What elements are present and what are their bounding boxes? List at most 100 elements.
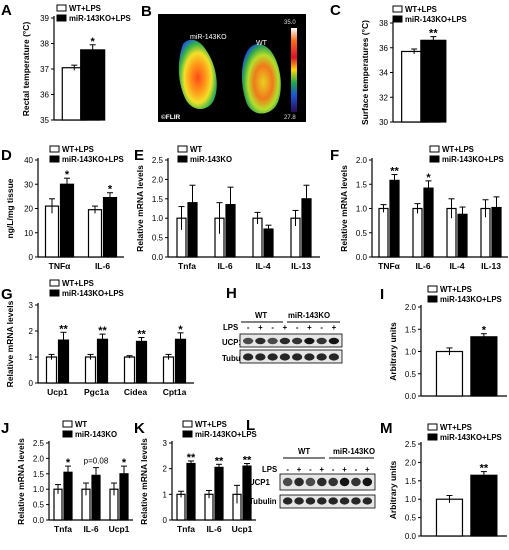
lps-sign: - [296, 323, 299, 332]
panel-label: C [330, 2, 341, 19]
panel-label-h: H [226, 285, 237, 302]
y-axis-label: Relative mRNA levels [135, 165, 145, 252]
y-tick-label: 0.5 [405, 370, 417, 379]
y-tick-label: 0 [163, 516, 168, 525]
y-axis-label: Arbitrary units [388, 460, 398, 519]
legend-swatch [392, 5, 403, 13]
panel-label: J [1, 420, 9, 437]
thermal-scale-min: 27.8 [284, 115, 296, 121]
y-tick-label: 1.0 [405, 348, 417, 357]
x-category-label: Ucp1 [232, 524, 253, 534]
bar [87, 209, 103, 258]
panel-label: G [1, 286, 13, 303]
y-tick-label: 0.5 [356, 229, 368, 238]
bar [119, 473, 129, 521]
blot-h-row-ucp1: UCP1 [222, 338, 243, 347]
significance-marker: * [65, 169, 70, 181]
y-axis-label: Surface temperatures (°C) [360, 20, 370, 125]
significance-marker: ** [390, 166, 399, 178]
y-tick-label: 3 [163, 439, 168, 448]
chart-panel-c: C 30 32 34 36 38 Surface temperatures (°C) WT+L… [330, 2, 467, 127]
lps-sign: - [355, 465, 358, 474]
y-tick-label: 1.5 [33, 470, 45, 479]
chart-panel-i: I 0.0 0.5 1.0 1.5 2.0 Arbitrary units WT+LPSmiR… [380, 285, 507, 401]
y-tick-label: 1 [163, 490, 168, 499]
significance-marker: * [122, 457, 127, 469]
lps-sign: + [283, 323, 288, 332]
blot-band [242, 353, 254, 361]
significance-marker: ** [215, 455, 224, 467]
lps-sign: - [286, 465, 289, 474]
bar [84, 356, 97, 384]
legend-label: miR-143KO+LPS [440, 295, 502, 304]
x-category-label: TNFα [378, 261, 401, 271]
legend-label: WT [75, 420, 87, 429]
flir-logo: ©FLIR [161, 113, 181, 121]
significance-marker: p=0.08 [84, 457, 109, 466]
blot-band [267, 337, 278, 345]
bar [57, 339, 70, 384]
chart-panel-m: M 0.0 0.5 1.0 1.5 2.0 2.5 Arbitrary units WT+LPS… [380, 420, 507, 541]
blot-band [305, 497, 316, 505]
blot-band [279, 353, 291, 361]
y-axis-label: Rectal temperature (°C) [21, 22, 31, 117]
significance-marker: ** [480, 463, 489, 475]
blot-h-group2: miR-143KO [288, 311, 330, 320]
y-tick-label: 1.5 [152, 195, 164, 204]
y-axis-label: Relative mRNA levels [339, 165, 349, 252]
bar [412, 207, 423, 258]
bar [63, 471, 73, 521]
lps-sign: + [307, 323, 312, 332]
blot-band [255, 337, 266, 345]
y-tick-label: 1.0 [152, 214, 164, 223]
lps-sign: + [332, 323, 337, 332]
y-axis-label: Relative mRNA levels [16, 438, 26, 525]
legend-label: miR-143KO+LPS [62, 289, 124, 298]
y-tick-label: 39 [40, 14, 49, 23]
y-tick-label: 10 [24, 229, 33, 238]
bar [123, 356, 136, 384]
y-tick-label: 0.0 [405, 532, 417, 541]
bar [204, 493, 214, 521]
blot-l-row-tubulin: Tubulin [249, 497, 277, 506]
lps-sign: - [271, 323, 274, 332]
bar [174, 338, 187, 384]
blot-l-lps-label: LPS [262, 465, 277, 474]
y-tick-label: 1.0 [356, 205, 368, 214]
blot-l-group2: miR-143KO [333, 447, 375, 456]
blot-band [294, 477, 304, 487]
bar [91, 474, 101, 521]
x-category-label: IL-6 [217, 261, 232, 271]
bar [457, 213, 468, 258]
bar [45, 356, 58, 384]
blot-band [255, 353, 266, 361]
y-tick-label: 0.0 [33, 516, 45, 525]
legend-swatch [427, 295, 438, 303]
y-tick-label: 2.5 [405, 440, 417, 449]
blot-band [328, 337, 340, 345]
chart-panel-j: J 0.0 0.5 1.0 1.5 2.0 2.5 Relative mRNA levels W… [1, 420, 133, 534]
y-tick-label: 2.0 [405, 458, 417, 467]
bar [135, 340, 148, 384]
blot-band [279, 337, 291, 345]
thermal-panel: B miR-143KO WT 35.0 27.8 ©FLIR [141, 3, 306, 122]
significance-marker: * [178, 324, 183, 336]
y-tick-label: 0.0 [356, 253, 368, 262]
blot-band [316, 337, 327, 345]
ko-mouse-thermal [178, 39, 217, 109]
panel-label: K [134, 420, 145, 437]
panel-label-b: B [141, 3, 152, 20]
y-tick-label: 35 [40, 116, 49, 125]
y-tick-label: 1.5 [356, 180, 368, 189]
x-category-label: Ucp1 [47, 387, 68, 397]
legend-swatch [429, 155, 440, 163]
y-tick-label: 36 [379, 44, 388, 53]
bar [80, 49, 106, 121]
y-tick-label: 1.0 [405, 495, 417, 504]
blot-h-group1: WT [255, 311, 267, 320]
x-category-label: IL-13 [291, 261, 311, 271]
legend-label: miR-143KO+LPS [442, 155, 504, 164]
significance-marker: * [108, 184, 113, 196]
significance-marker: * [66, 457, 71, 469]
legend-label: miR-143KO+LPS [440, 433, 502, 442]
